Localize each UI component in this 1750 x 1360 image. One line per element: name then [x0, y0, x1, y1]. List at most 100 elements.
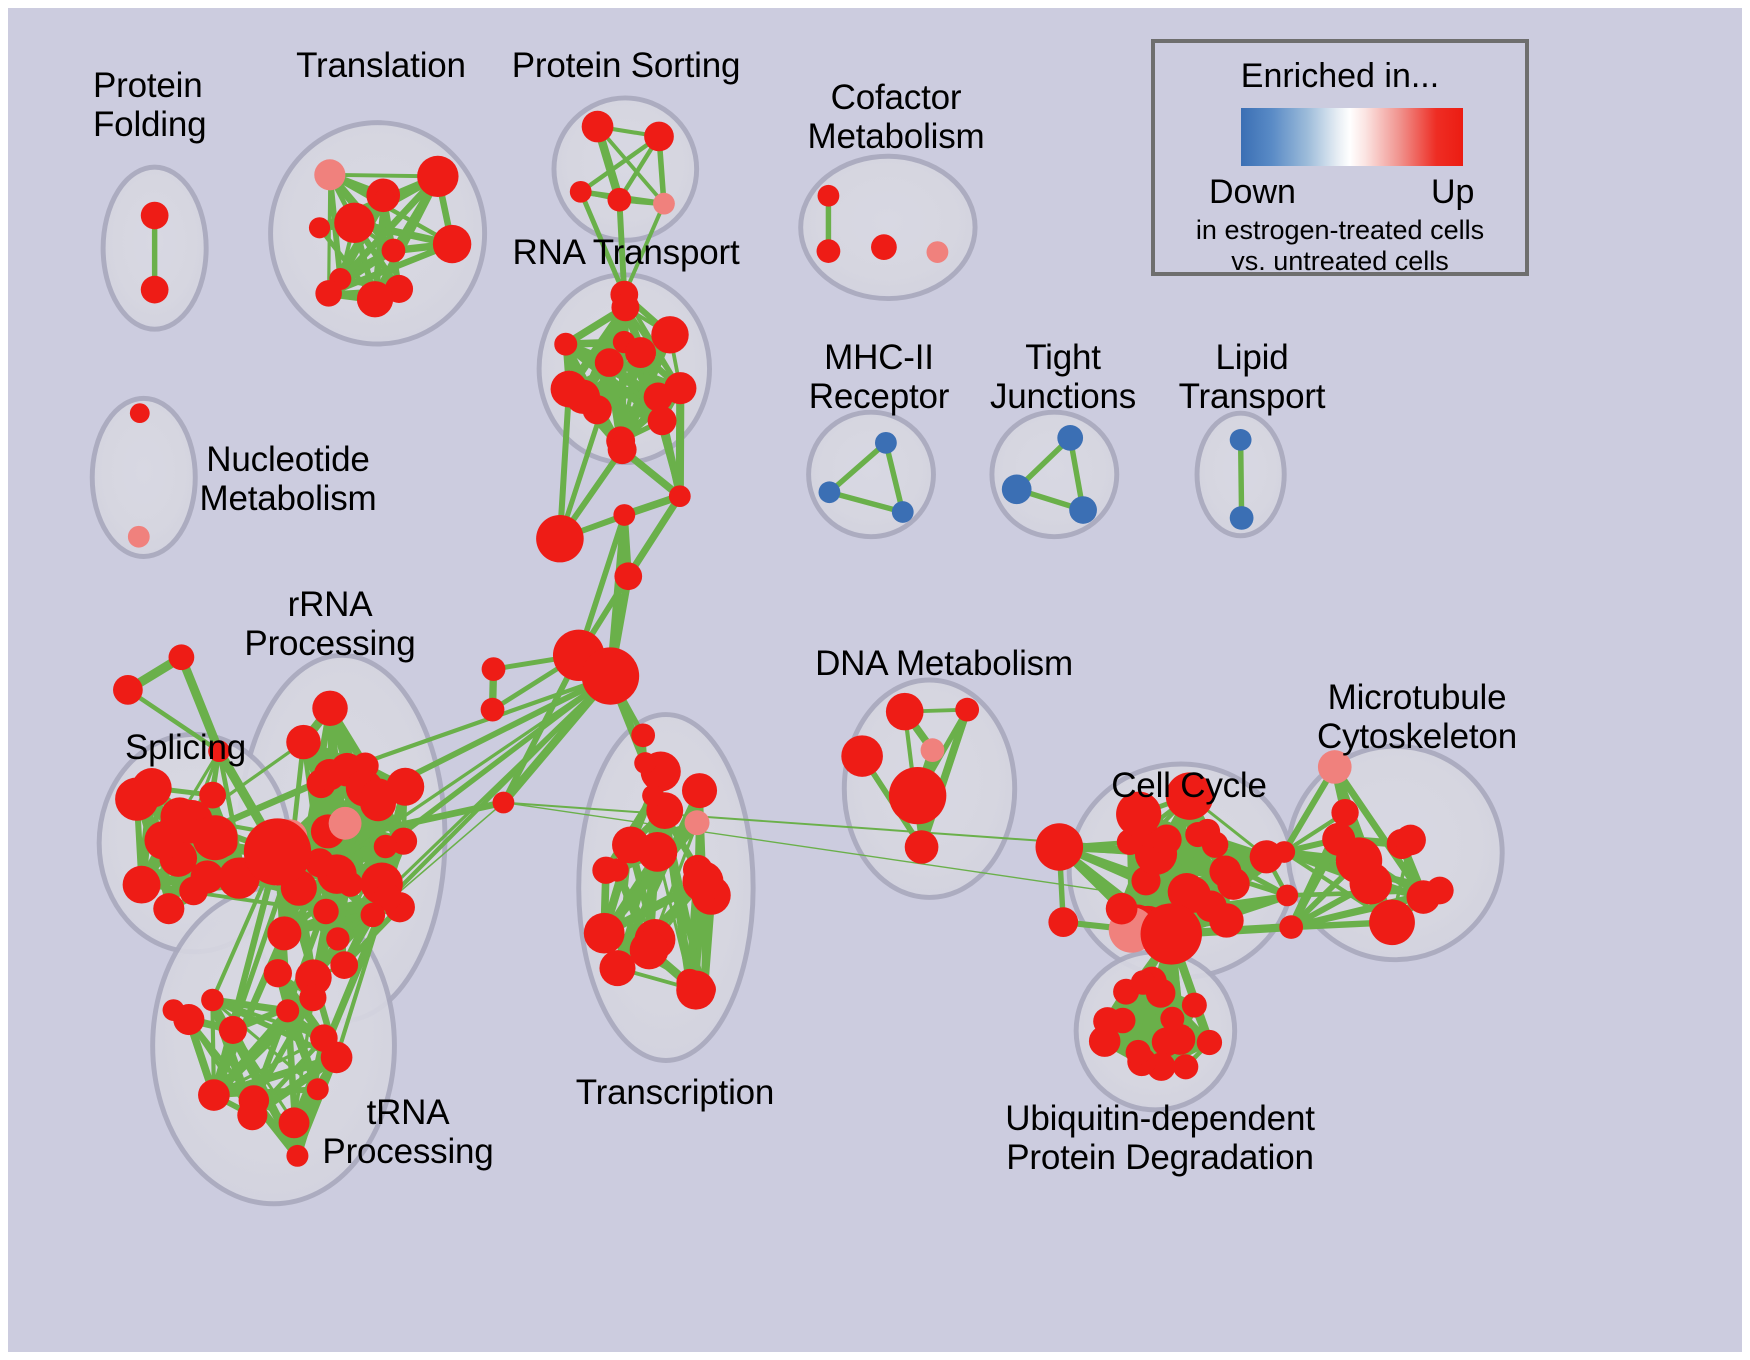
- network-node[interactable]: [198, 1079, 230, 1111]
- network-node[interactable]: [1165, 772, 1214, 820]
- network-node[interactable]: [1035, 823, 1084, 871]
- network-node[interactable]: [607, 435, 637, 465]
- network-node[interactable]: [1395, 824, 1426, 856]
- network-node[interactable]: [631, 723, 656, 748]
- network-node[interactable]: [374, 188, 395, 209]
- network-node[interactable]: [594, 348, 624, 377]
- network-node[interactable]: [1160, 1006, 1185, 1031]
- network-graph[interactable]: [8, 8, 1742, 1352]
- network-node[interactable]: [676, 968, 703, 996]
- network-node[interactable]: [682, 861, 724, 902]
- network-node[interactable]: [218, 1015, 247, 1044]
- network-node[interactable]: [153, 893, 185, 925]
- network-node[interactable]: [1151, 824, 1182, 855]
- network-node[interactable]: [1116, 791, 1162, 837]
- network-node[interactable]: [885, 692, 924, 731]
- network-node[interactable]: [192, 815, 238, 861]
- network-node[interactable]: [263, 959, 292, 988]
- network-node[interactable]: [356, 281, 394, 318]
- network-node[interactable]: [637, 831, 678, 872]
- network-node[interactable]: [243, 818, 312, 886]
- network-node[interactable]: [140, 275, 169, 304]
- network-node[interactable]: [1425, 876, 1454, 905]
- network-node[interactable]: [817, 184, 840, 207]
- network-node[interactable]: [605, 858, 629, 882]
- network-node[interactable]: [841, 735, 883, 777]
- network-node[interactable]: [199, 781, 226, 809]
- network-node[interactable]: [312, 690, 348, 726]
- network-node[interactable]: [334, 202, 375, 244]
- network-node[interactable]: [569, 180, 592, 203]
- network-node[interactable]: [386, 767, 425, 806]
- network-node[interactable]: [653, 192, 675, 215]
- network-node[interactable]: [267, 916, 302, 951]
- network-node[interactable]: [613, 504, 636, 526]
- network-node[interactable]: [611, 293, 640, 322]
- network-node[interactable]: [131, 768, 172, 808]
- network-node[interactable]: [625, 337, 657, 369]
- network-node[interactable]: [816, 239, 841, 263]
- nodes[interactable]: [113, 110, 1454, 1167]
- network-node[interactable]: [1229, 428, 1252, 451]
- network-node[interactable]: [417, 155, 459, 198]
- network-node[interactable]: [1322, 822, 1356, 856]
- network-node[interactable]: [306, 1078, 329, 1101]
- network-node[interactable]: [629, 930, 669, 970]
- network-node[interactable]: [201, 988, 224, 1012]
- network-node[interactable]: [651, 316, 689, 354]
- network-node[interactable]: [208, 740, 230, 763]
- network-node[interactable]: [818, 481, 841, 504]
- network-node[interactable]: [1201, 831, 1229, 858]
- network-node[interactable]: [955, 697, 980, 722]
- network-node[interactable]: [1173, 1054, 1199, 1080]
- network-node[interactable]: [328, 806, 362, 840]
- network-node[interactable]: [643, 382, 673, 412]
- network-node[interactable]: [581, 110, 614, 143]
- network-node[interactable]: [360, 902, 386, 928]
- network-node[interactable]: [1276, 884, 1299, 907]
- network-node[interactable]: [926, 241, 949, 263]
- network-node[interactable]: [1069, 496, 1097, 524]
- network-node[interactable]: [1173, 876, 1211, 914]
- network-node[interactable]: [299, 984, 327, 1012]
- network-node[interactable]: [481, 657, 506, 681]
- network-node[interactable]: [314, 159, 346, 191]
- network-node[interactable]: [599, 950, 636, 987]
- network-node[interactable]: [305, 848, 335, 878]
- network-node[interactable]: [480, 697, 505, 722]
- network-node[interactable]: [330, 951, 359, 979]
- network-node[interactable]: [1151, 1027, 1181, 1057]
- network-node[interactable]: [634, 752, 657, 774]
- network-node[interactable]: [875, 431, 897, 454]
- network-node[interactable]: [647, 406, 677, 436]
- network-node[interactable]: [891, 501, 914, 523]
- network-node[interactable]: [1140, 903, 1202, 965]
- network-node[interactable]: [642, 784, 664, 807]
- network-node[interactable]: [373, 882, 402, 911]
- network-node[interactable]: [550, 370, 588, 408]
- network-node[interactable]: [313, 898, 339, 925]
- network-node[interactable]: [308, 217, 331, 239]
- network-node[interactable]: [614, 562, 643, 591]
- network-node[interactable]: [1125, 1039, 1151, 1065]
- network-node[interactable]: [276, 999, 300, 1023]
- network-node[interactable]: [122, 865, 161, 904]
- network-node[interactable]: [1331, 798, 1359, 827]
- network-node[interactable]: [168, 644, 195, 671]
- network-node[interactable]: [1209, 855, 1242, 888]
- network-node[interactable]: [1001, 474, 1032, 505]
- network-node[interactable]: [668, 485, 691, 508]
- network-node[interactable]: [140, 201, 169, 230]
- network-node[interactable]: [286, 724, 321, 760]
- network-node[interactable]: [295, 959, 332, 996]
- network-node[interactable]: [127, 525, 150, 548]
- network-node[interactable]: [536, 514, 584, 563]
- network-node[interactable]: [162, 999, 185, 1021]
- network-node[interactable]: [904, 830, 939, 864]
- network-node[interactable]: [1105, 892, 1138, 925]
- network-node[interactable]: [920, 738, 945, 763]
- network-node[interactable]: [1196, 1029, 1223, 1056]
- network-node[interactable]: [286, 1144, 309, 1167]
- network-node[interactable]: [607, 187, 632, 212]
- network-node[interactable]: [1273, 841, 1296, 863]
